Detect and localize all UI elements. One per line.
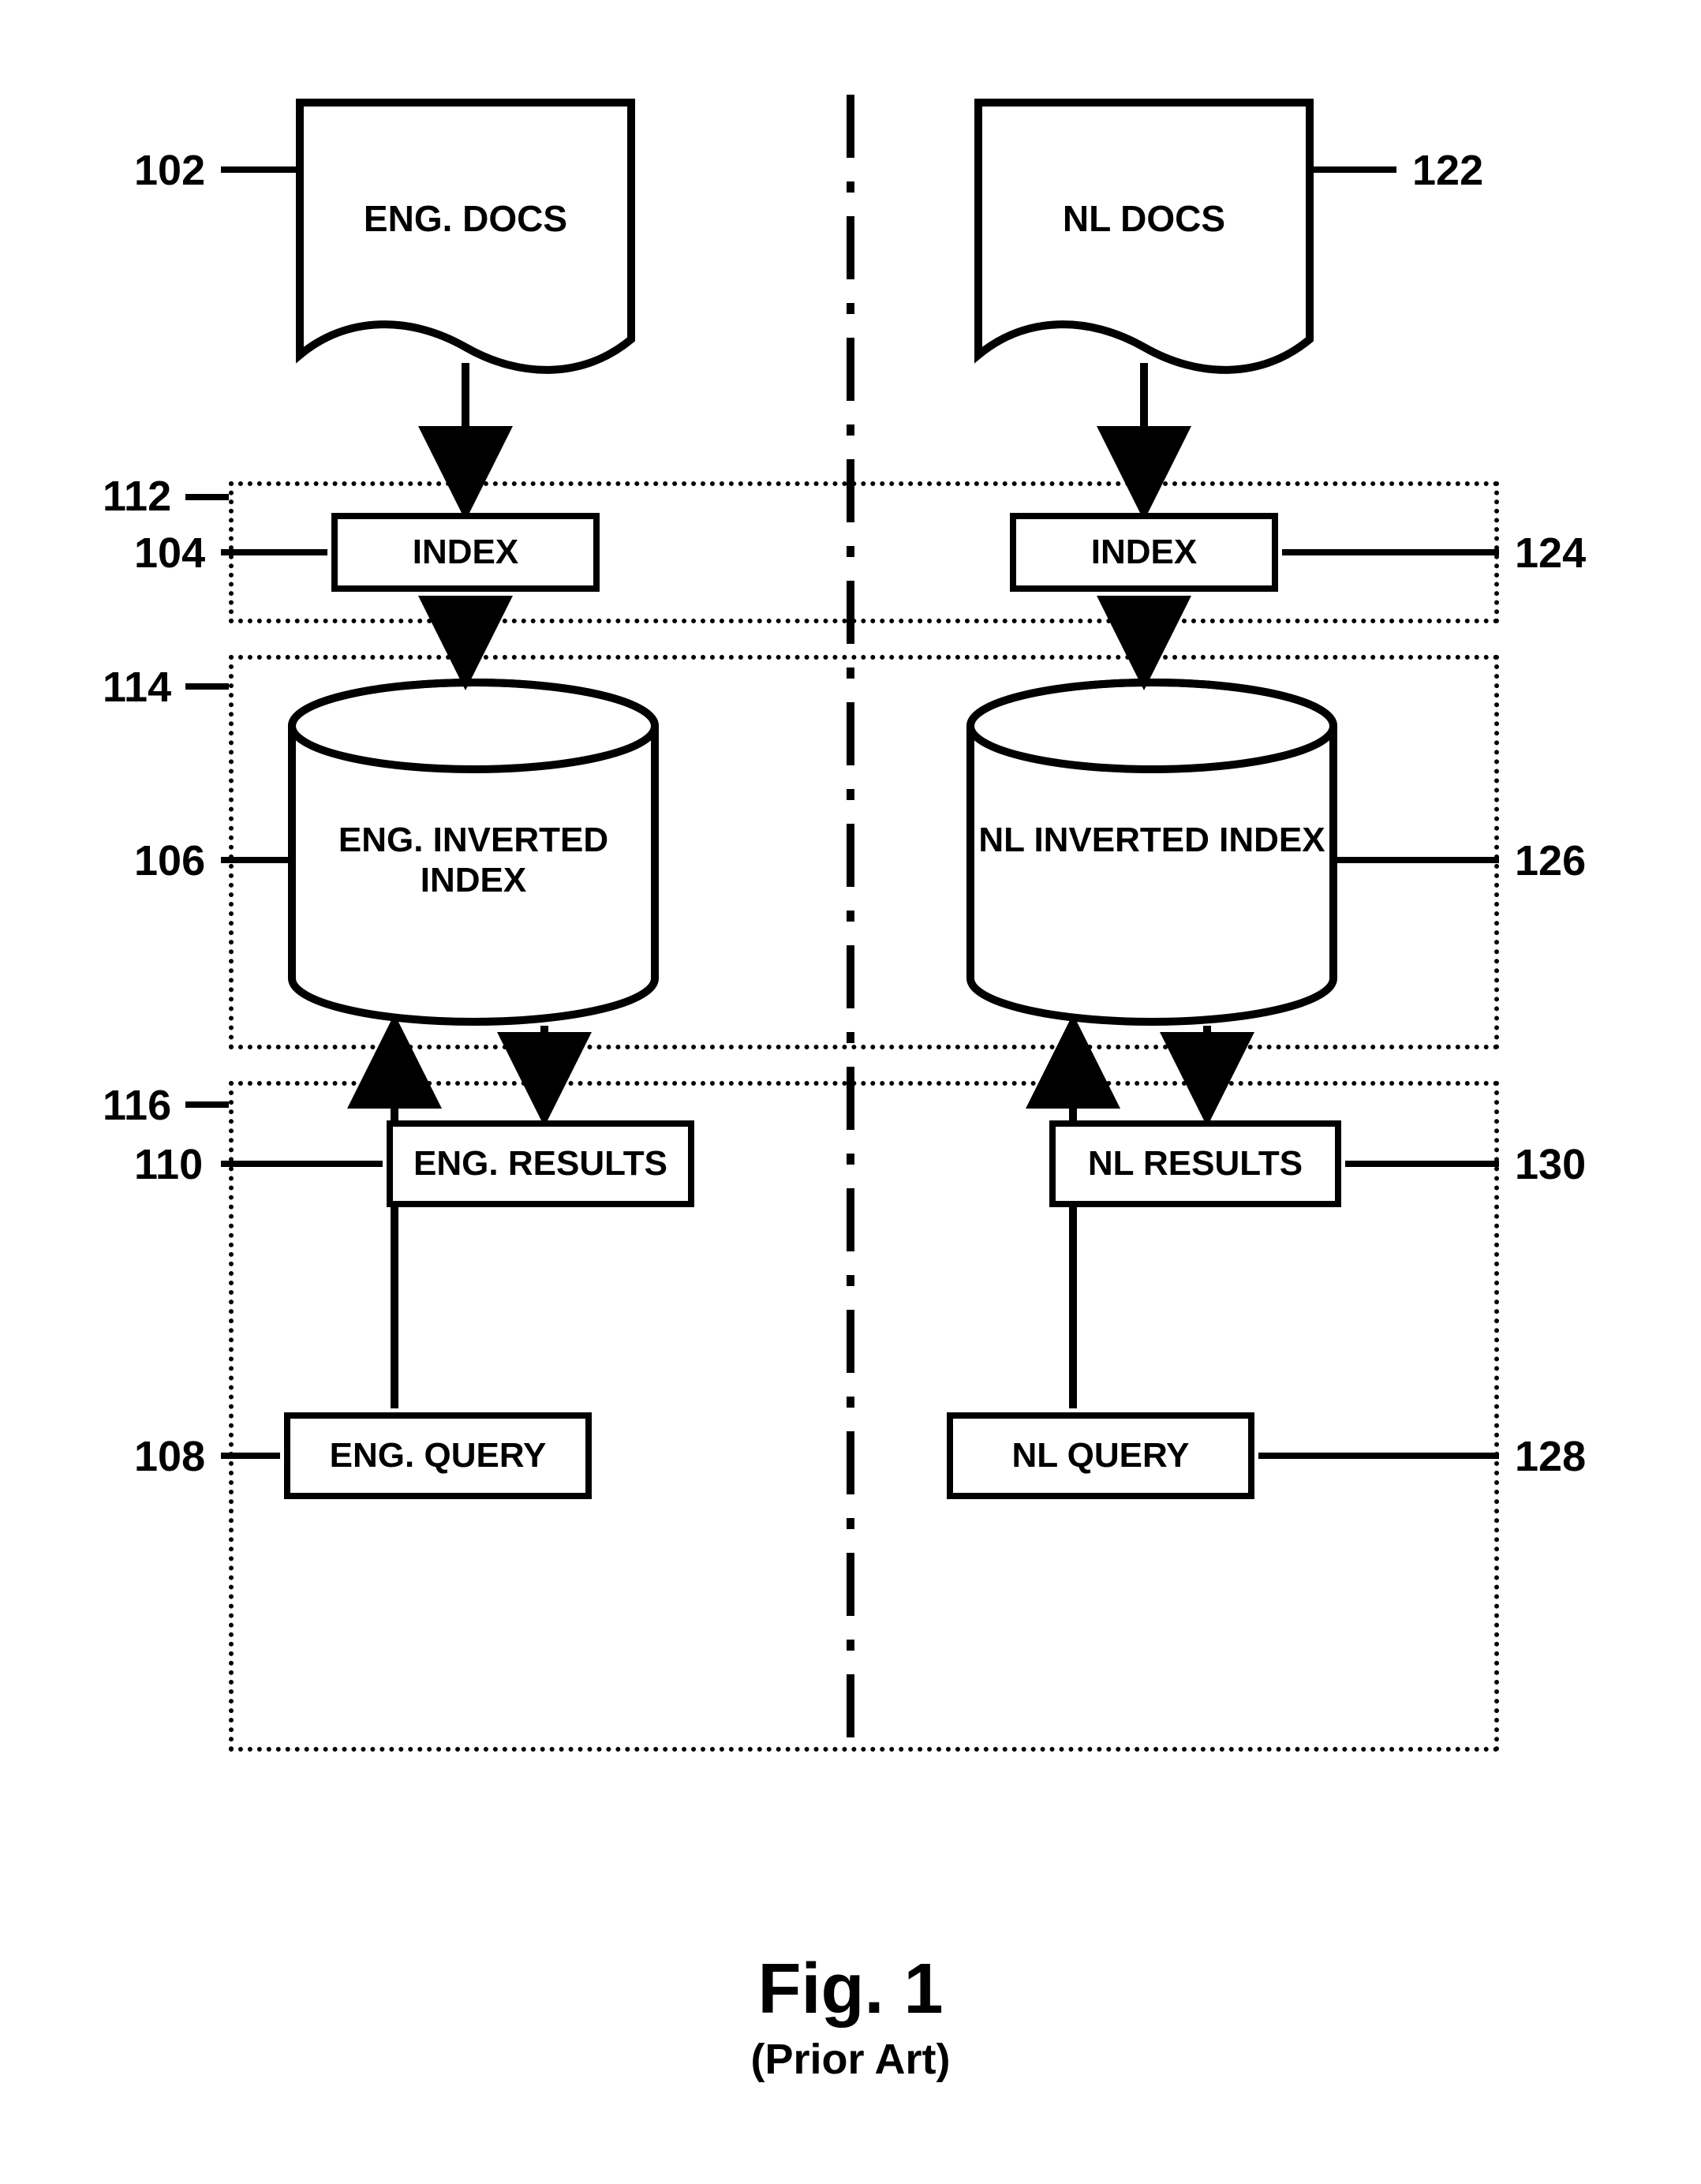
- eng-results-text: ENG. RESULTS: [413, 1144, 667, 1184]
- nl-index-text: INDEX: [1091, 533, 1197, 572]
- ref-112: 112: [103, 472, 171, 521]
- ref-108: 108: [134, 1432, 205, 1481]
- figure-number: Fig. 1: [0, 1949, 1701, 2030]
- eng-docs-label: ENG. DOCS: [300, 197, 631, 240]
- ref-116: 116: [103, 1081, 171, 1130]
- nl-index-box: INDEX: [1010, 513, 1278, 592]
- figure-subtitle: (Prior Art): [0, 2035, 1701, 2084]
- nl-docs-label: NL DOCS: [978, 197, 1310, 240]
- nl-results-box: NL RESULTS: [1049, 1120, 1341, 1207]
- ref-114: 114: [103, 663, 171, 712]
- ref-104: 104: [134, 529, 205, 578]
- eng-results-box: ENG. RESULTS: [387, 1120, 694, 1207]
- nl-query-box: NL QUERY: [947, 1412, 1254, 1499]
- nl-query-text: NL QUERY: [1012, 1436, 1190, 1475]
- ref-124: 124: [1515, 529, 1586, 578]
- figure-caption: Fig. 1 (Prior Art): [0, 1949, 1701, 2084]
- eng-query-text: ENG. QUERY: [330, 1436, 547, 1475]
- eng-inv-text: ENG. INVERTED INDEX: [338, 821, 608, 899]
- ref-102: 102: [134, 146, 205, 195]
- eng-index-box: INDEX: [331, 513, 600, 592]
- ref-106: 106: [134, 836, 205, 885]
- ref-126: 126: [1515, 836, 1586, 885]
- eng-inverted-index-label: ENG. INVERTED INDEX: [292, 821, 655, 900]
- ref-128: 128: [1515, 1432, 1586, 1481]
- ref-130: 130: [1515, 1140, 1586, 1189]
- eng-query-box: ENG. QUERY: [284, 1412, 592, 1499]
- diagram-canvas: ENG. DOCS NL DOCS INDEX INDEX ENG. INVER…: [0, 0, 1701, 2184]
- ref-122: 122: [1412, 146, 1483, 195]
- ref-110: 110: [134, 1140, 203, 1189]
- eng-index-text: INDEX: [413, 533, 518, 572]
- nl-results-text: NL RESULTS: [1088, 1144, 1303, 1184]
- nl-inv-text: NL INVERTED INDEX: [978, 821, 1325, 859]
- nl-inverted-index-label: NL INVERTED INDEX: [970, 821, 1333, 861]
